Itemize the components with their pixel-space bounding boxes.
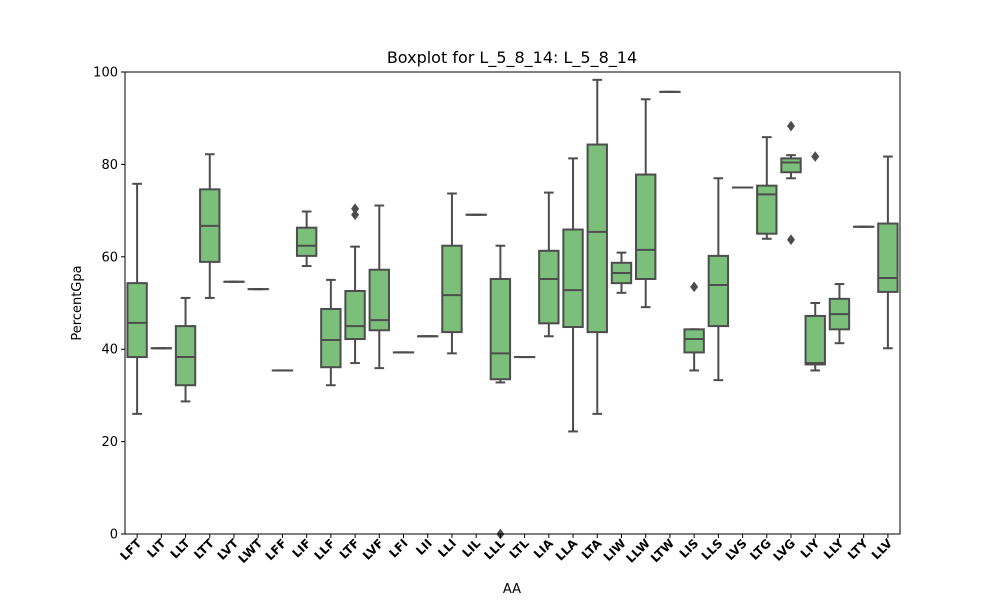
iqr-box: [368, 268, 390, 332]
x-tick-label: LLL: [481, 536, 507, 562]
box-LVG: [780, 120, 802, 246]
x-tick-label: LIY: [798, 536, 823, 561]
x-tick-label: LIW: [601, 536, 629, 564]
iqr-box: [489, 277, 512, 381]
iqr-box: [441, 244, 463, 334]
outlier-point: [787, 234, 796, 246]
iqr-box: [707, 254, 730, 328]
x-tick-label: LLW: [623, 536, 652, 565]
x-tick-label: LIT: [144, 536, 169, 561]
box-LLV: [877, 155, 899, 350]
x-tick-label: LIS: [677, 536, 702, 561]
chart-title: Boxplot for L_5_8_14: L_5_8_14: [387, 48, 637, 68]
x-tick-label: LFT: [117, 536, 144, 563]
iqr-box: [344, 289, 366, 341]
x-tick-label: LIA: [531, 536, 557, 562]
x-tick-label: LTG: [747, 536, 774, 563]
y-tick-label: 100: [93, 66, 118, 81]
box-LLA: [562, 157, 584, 433]
box-LLI: [441, 192, 463, 355]
iqr-box: [174, 325, 197, 387]
iqr-box: [562, 228, 584, 329]
box-LLW: [635, 98, 657, 309]
box-LLY: [828, 283, 851, 345]
x-tick-label: LLV: [869, 536, 896, 563]
iqr-box: [126, 282, 148, 359]
y-axis-label: PercentGpa: [70, 265, 85, 340]
y-tick-label: 20: [101, 435, 118, 450]
outlier-point: [351, 209, 360, 221]
box-LLF: [320, 278, 342, 387]
x-tick-label: LLY: [821, 536, 847, 562]
x-tick-label: LWT: [236, 536, 266, 566]
box-LIF: [295, 210, 318, 268]
iqr-box: [295, 226, 318, 257]
x-tick-label: LTT: [191, 536, 217, 562]
x-tick-label: LTF: [337, 536, 362, 561]
y-tick-label: 0: [110, 528, 118, 543]
x-tick-label: LIF: [289, 536, 313, 560]
y-tick-label: 80: [101, 158, 118, 173]
x-tick-label: LLS: [699, 536, 726, 563]
box-LIW: [610, 251, 633, 294]
x-tick-label: LIL: [459, 536, 483, 560]
outlier-point: [690, 281, 699, 293]
x-tick-label: LII: [413, 536, 435, 558]
plot-area: [126, 78, 899, 540]
iqr-box: [683, 328, 705, 354]
box-LIY: [804, 151, 826, 372]
iqr-box: [635, 173, 657, 280]
y-tick-label: 40: [101, 343, 118, 358]
x-tick-label: LTW: [648, 536, 677, 565]
box-LIS: [683, 281, 705, 372]
y-tick-label: 60: [101, 250, 118, 265]
x-axis-label: AA: [503, 582, 521, 597]
box-LTG: [756, 136, 778, 240]
outlier-point: [351, 203, 360, 215]
x-tick-label: LVG: [770, 536, 798, 564]
box-LTT: [199, 153, 221, 299]
x-tick-label: LFF: [263, 536, 290, 563]
x-tick-label: LTY: [845, 536, 871, 562]
outlier-point: [811, 151, 820, 162]
box-LTF: [344, 203, 366, 365]
x-tick-label: LLT: [168, 536, 194, 562]
box-LFT: [126, 182, 148, 415]
box-LIA: [538, 191, 560, 338]
x-tick-label: LLA: [553, 536, 581, 564]
box-LTA: [586, 78, 608, 415]
iqr-box: [804, 314, 826, 366]
outlier-point: [787, 120, 796, 132]
x-tick-label: LLF: [311, 536, 338, 563]
iqr-box: [320, 308, 342, 369]
box-LLL: [489, 244, 512, 540]
iqr-box: [877, 222, 899, 293]
x-tick-label: LTL: [507, 536, 532, 561]
iqr-box: [756, 184, 778, 235]
iqr-box: [586, 143, 608, 334]
y-axis: 0 20 40 60 80 100: [93, 66, 125, 543]
x-tick-label: LVS: [723, 536, 750, 563]
iqr-box: [538, 249, 560, 325]
x-tick-label: LLI: [435, 536, 459, 560]
box-LLS: [707, 177, 730, 382]
x-tick-label: LVF: [360, 536, 387, 563]
iqr-box: [780, 157, 802, 174]
box-LLT: [174, 296, 197, 403]
box-LVF: [368, 204, 390, 370]
x-tick-label: LFI: [386, 536, 410, 560]
plot-frame: [124, 71, 901, 535]
x-tick-label: LTA: [579, 536, 605, 562]
